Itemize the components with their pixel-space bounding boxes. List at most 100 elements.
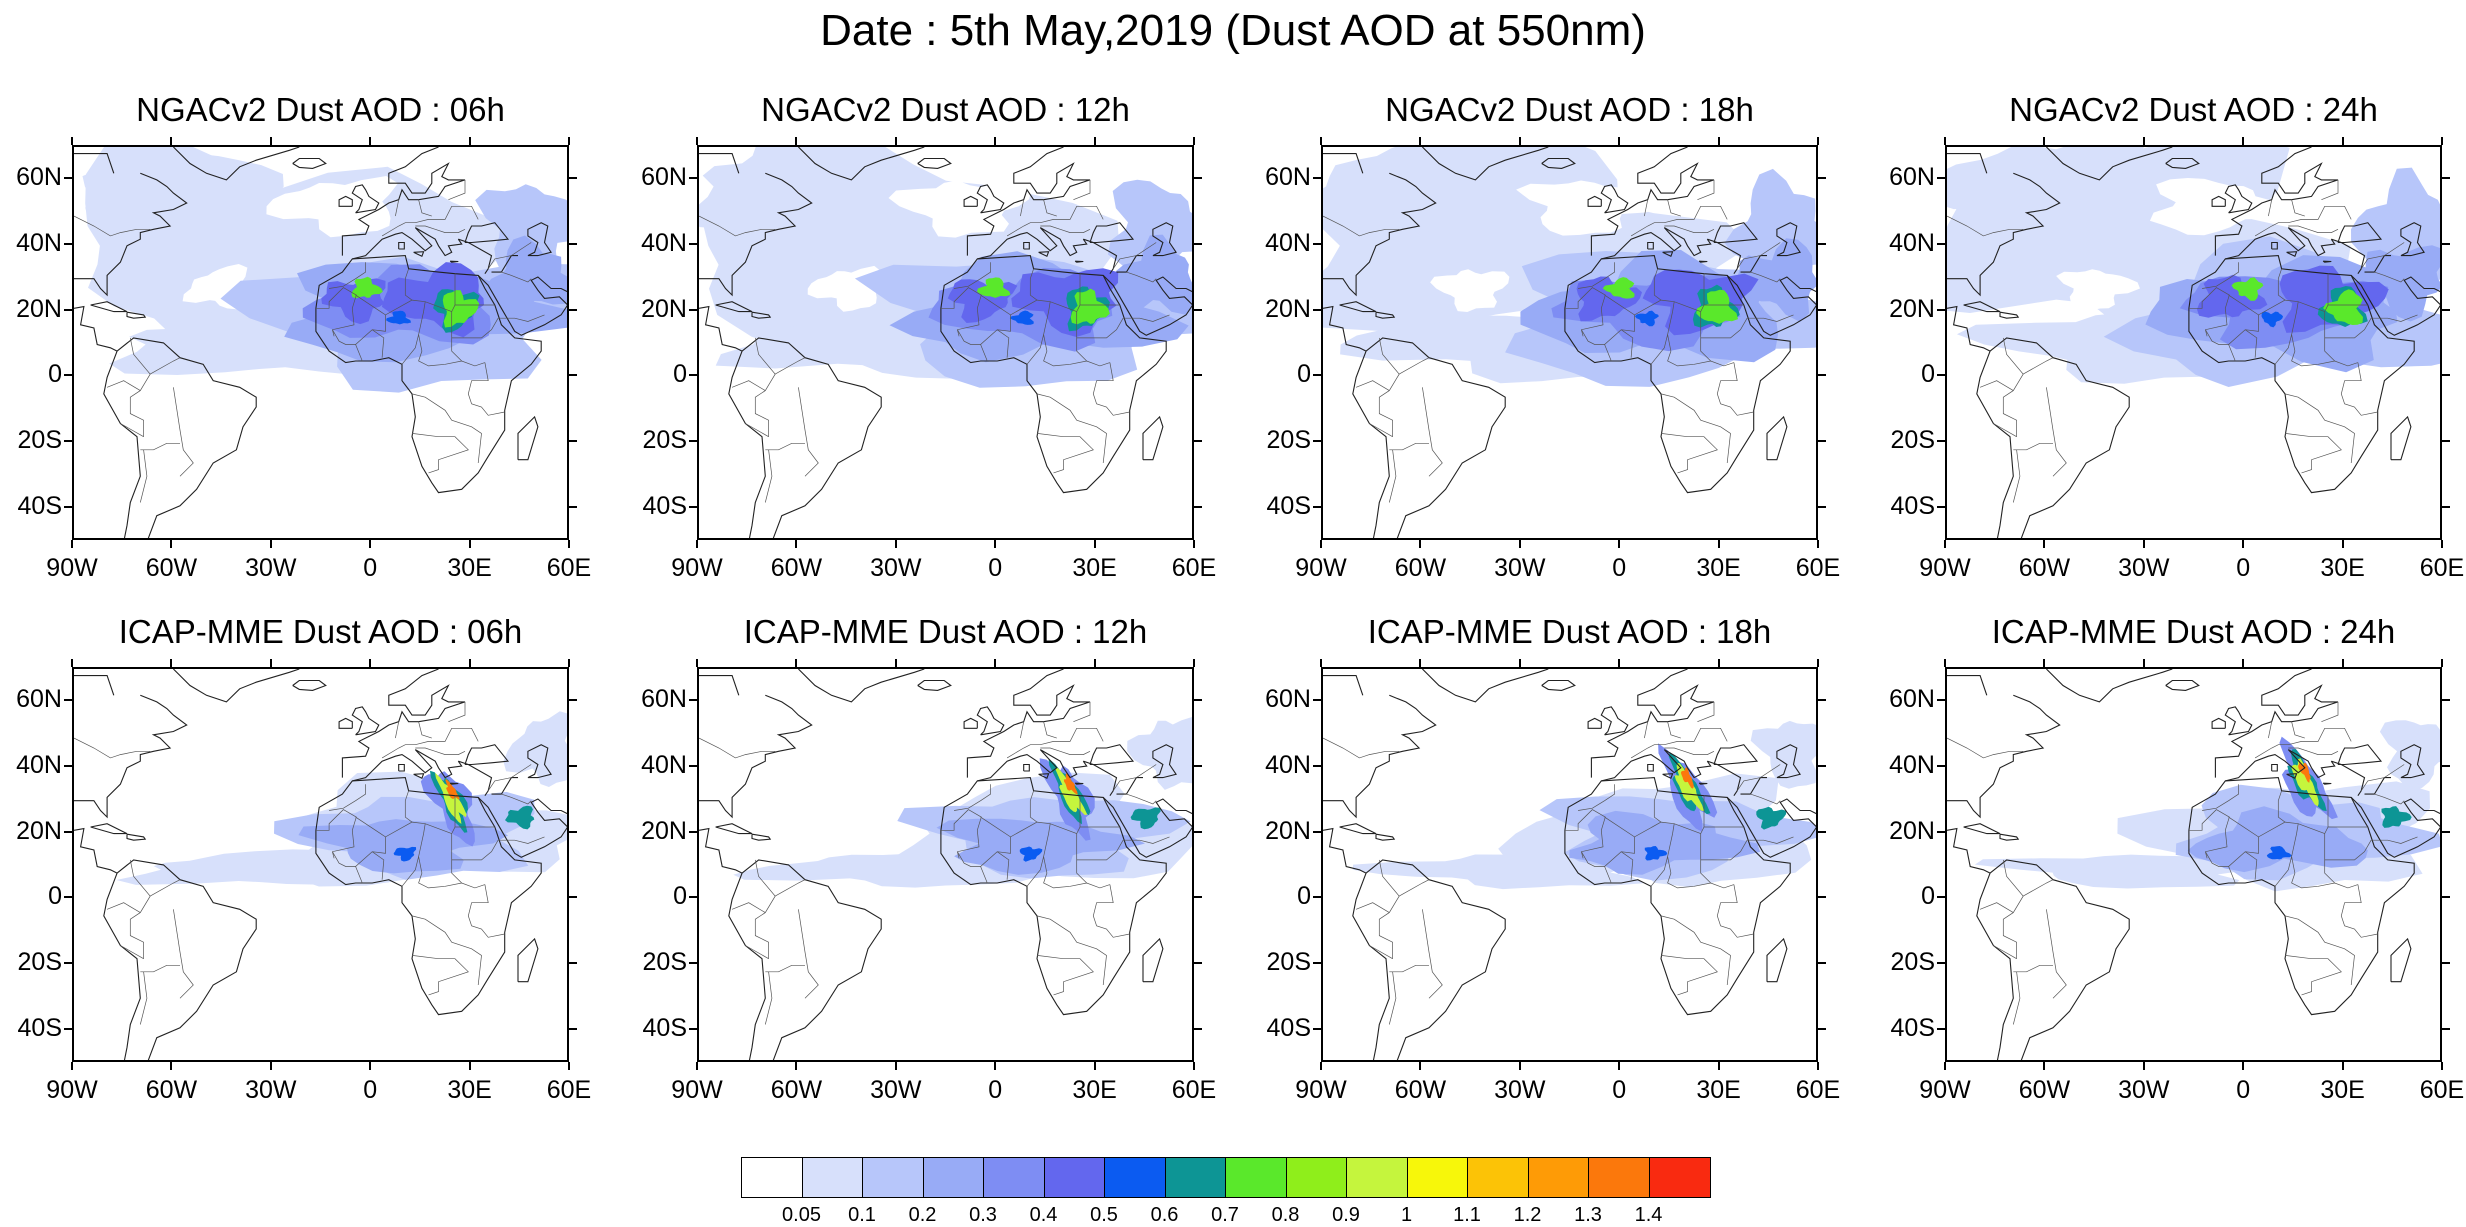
country-border xyxy=(1979,902,2014,913)
longitude-label: 90W xyxy=(1919,1076,1971,1104)
coastline xyxy=(1023,241,1030,250)
country-border xyxy=(1993,423,2017,438)
country-border xyxy=(2002,859,2024,959)
dust-aod-map xyxy=(1323,669,1816,1060)
coastline xyxy=(1422,147,1549,181)
coastline xyxy=(1766,937,1788,983)
country-border xyxy=(1947,215,2024,237)
longitude-label: 0 xyxy=(2236,554,2251,582)
panel-title: ICAP-MME Dust AOD : 12h xyxy=(743,613,1148,650)
country-border xyxy=(1026,334,1044,365)
colorbar-swatch xyxy=(1165,1158,1226,1197)
dust-contour xyxy=(1634,310,1659,327)
lon-tick xyxy=(1419,1062,1422,1070)
lon-tick xyxy=(696,137,698,145)
country-border xyxy=(2324,311,2335,362)
longitude-label: 30W xyxy=(870,1076,922,1104)
country-border xyxy=(1399,357,1430,375)
coastline xyxy=(315,777,542,1016)
country-border xyxy=(2228,268,2286,316)
lon-tick xyxy=(1518,1062,1521,1070)
lat-tick xyxy=(689,962,697,965)
latitude-label: 0 xyxy=(48,360,62,389)
lat-tick xyxy=(1194,308,1202,311)
country-border xyxy=(2228,836,2259,884)
coastline xyxy=(398,241,405,250)
lon-tick xyxy=(696,659,698,667)
lon-tick xyxy=(2242,1062,2245,1070)
coastline xyxy=(699,827,743,874)
longitude-label: 90W xyxy=(1919,554,1971,582)
lat-tick xyxy=(689,176,697,179)
lat-tick xyxy=(64,242,72,245)
country-border xyxy=(140,442,180,451)
coastline xyxy=(1647,241,1654,250)
colorbar-label: 0.2 xyxy=(908,1204,937,1226)
coastline xyxy=(699,153,740,174)
coastline xyxy=(2225,227,2336,260)
longitude-label: 60W xyxy=(1394,554,1447,582)
map-panel xyxy=(697,145,1194,540)
latitude-label: 20S xyxy=(1890,426,1935,455)
country-border xyxy=(451,311,462,362)
panel-title: NGACv2 Dust AOD : 24h xyxy=(2009,91,2378,128)
country-border xyxy=(798,909,819,999)
coastline xyxy=(1352,350,1390,538)
longitude-label: 0 xyxy=(2236,1076,2251,1104)
coastline xyxy=(1102,275,1192,336)
country-border xyxy=(2291,721,2305,739)
coastline xyxy=(976,706,1005,736)
lon-tick xyxy=(2043,659,2046,667)
country-border xyxy=(1369,423,1393,438)
lat-tick xyxy=(1937,896,1945,899)
lon-tick xyxy=(2441,659,2443,667)
country-border xyxy=(2284,433,2342,474)
coastline xyxy=(1947,675,1988,696)
lat-tick xyxy=(2442,962,2450,965)
country-border xyxy=(106,380,141,391)
longitude-label: 30E xyxy=(447,1076,492,1104)
coastline xyxy=(2350,275,2440,336)
dust-contour xyxy=(266,176,398,238)
lon-tick xyxy=(2142,1062,2145,1070)
country-border xyxy=(1126,271,1157,283)
dust-contour xyxy=(1352,852,1651,890)
lat-tick xyxy=(1937,176,1945,179)
colorbar-label: 0.4 xyxy=(1029,1204,1058,1226)
coastline xyxy=(1541,679,1576,691)
dust-contour xyxy=(116,849,427,885)
lon-tick xyxy=(1817,659,1819,667)
lon-tick xyxy=(1944,1062,1946,1070)
coastline xyxy=(2271,241,2278,250)
lon-tick xyxy=(1944,659,1946,667)
coastline xyxy=(1375,833,1396,841)
country-border xyxy=(1716,884,1754,938)
coastline xyxy=(1375,311,1396,319)
lon-tick xyxy=(1419,137,1422,145)
country-border xyxy=(940,809,982,859)
coastline xyxy=(1740,777,1767,795)
country-border xyxy=(1123,836,1170,844)
colorbar-label: 1.3 xyxy=(1574,1204,1602,1226)
dust-aod-map xyxy=(74,147,567,538)
dust-contour xyxy=(1756,806,1787,830)
lat-tick xyxy=(1818,962,1826,965)
lat-tick xyxy=(1313,698,1321,701)
country-border xyxy=(1660,393,1731,464)
longitude-label: 30W xyxy=(2118,554,2170,582)
coastline xyxy=(1083,760,1118,797)
dust-contour xyxy=(733,849,1032,888)
coastline xyxy=(449,782,459,785)
coastline xyxy=(2350,797,2440,858)
coastline xyxy=(2165,679,2200,691)
lon-tick xyxy=(795,540,798,548)
dust-contour xyxy=(503,711,567,787)
country-border xyxy=(980,268,1038,316)
coastline xyxy=(1074,782,1084,785)
coastline xyxy=(464,744,510,766)
dust-contour xyxy=(1055,766,1088,815)
coastline xyxy=(1323,305,1367,352)
country-border xyxy=(754,859,776,959)
longitude-label: 90W xyxy=(1295,554,1347,582)
lon-tick xyxy=(994,659,997,667)
